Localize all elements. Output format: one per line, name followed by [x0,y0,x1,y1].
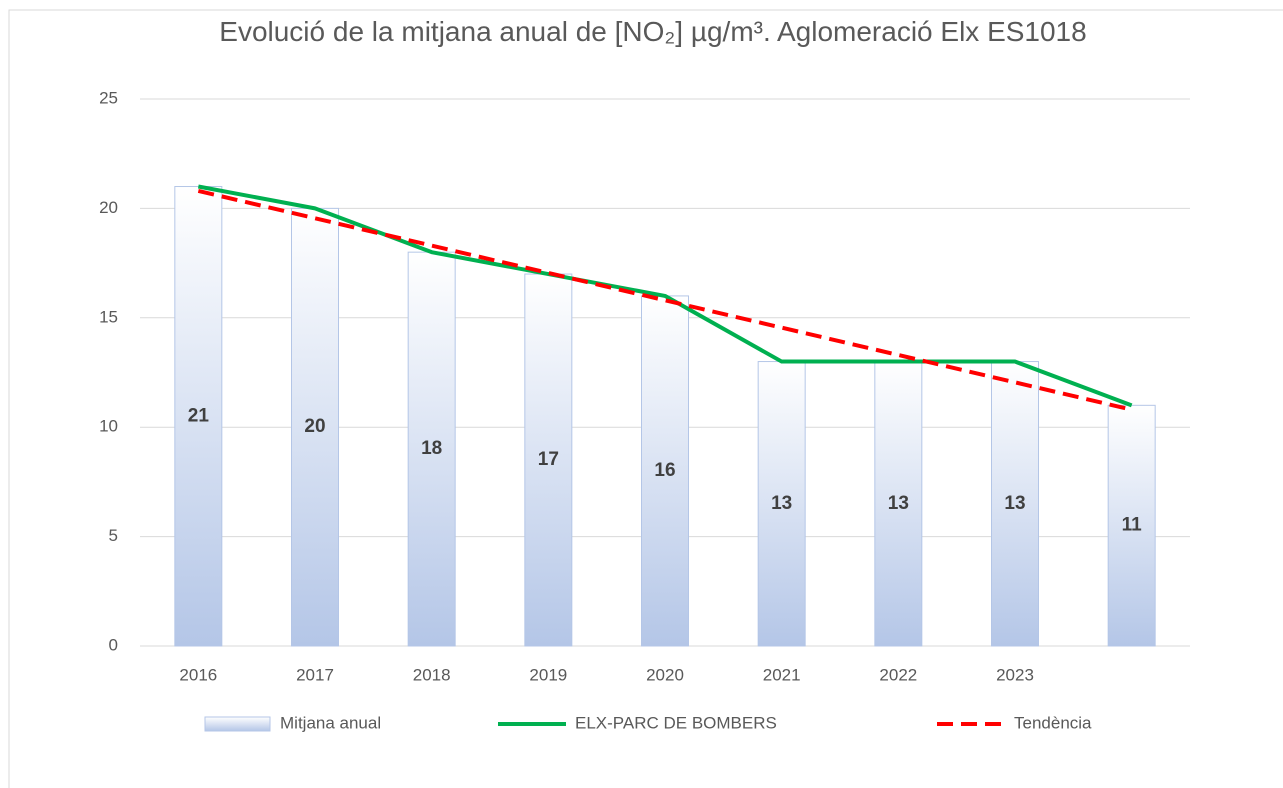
legend-label: Mitjana anual [280,713,381,732]
bar [407,251,456,647]
bar [874,361,923,647]
legend-label: ELX-PARC DE BOMBERS [575,713,777,732]
x-tick-label: 2018 [413,665,451,684]
data-label: 13 [888,493,909,514]
data-label: 11 [1122,515,1143,536]
y-tick-label: 15 [99,307,118,326]
y-tick-label: 0 [109,635,118,654]
chart-title: Evolució de la mitjana anual de [NO₂] µg… [219,16,1087,47]
x-tick-label: 2020 [646,665,684,684]
y-tick-label: 25 [99,88,118,107]
y-tick-label: 20 [99,198,118,217]
trend-line [197,188,1133,412]
bar [1107,404,1156,647]
data-label: 17 [538,449,559,470]
bar [641,295,689,647]
x-tick-label: 2023 [996,665,1034,684]
data-label: 13 [771,493,792,514]
data-label: 16 [654,460,675,481]
line [197,184,1133,408]
bar [991,361,1039,647]
bar [174,186,223,647]
x-tick-label: 2019 [529,665,567,684]
bar [291,207,339,647]
legend-label: Tendència [1014,713,1092,732]
y-tick-label: 5 [109,526,118,545]
bar [757,361,806,647]
chart-border [8,9,1283,788]
data-label: 21 [188,405,210,426]
legend-swatch [204,716,271,732]
data-label: 13 [1004,493,1025,514]
x-tick-label: 2017 [296,665,334,684]
y-tick-label: 10 [99,417,118,436]
data-label: 18 [421,438,442,459]
bar [524,273,573,647]
x-tick-label: 2022 [879,665,917,684]
x-tick-label: 2016 [179,665,217,684]
data-label: 20 [304,416,325,437]
x-tick-label: 2021 [763,665,801,684]
